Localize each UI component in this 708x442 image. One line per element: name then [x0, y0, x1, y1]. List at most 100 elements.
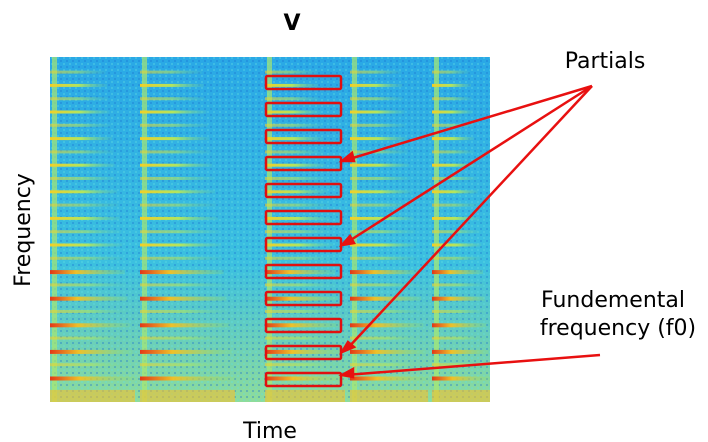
harmonic [50, 177, 116, 180]
harmonic [265, 349, 343, 354]
harmonic [140, 216, 218, 220]
harmonic [140, 190, 216, 194]
harmonic [265, 70, 318, 74]
harmonic [350, 83, 403, 87]
harmonic [140, 203, 217, 207]
harmonic [265, 270, 336, 275]
harmonic [265, 190, 329, 194]
harmonic [140, 283, 226, 287]
harmonic [140, 137, 210, 141]
harmonic [350, 163, 410, 167]
harmonic [432, 296, 485, 301]
harmonic [50, 110, 110, 114]
harmonic [140, 376, 235, 381]
harmonic [265, 163, 326, 167]
onset [52, 57, 57, 402]
partial-box [264, 74, 343, 91]
harmonic [140, 70, 203, 74]
harmonic [350, 349, 426, 354]
harmonic [350, 270, 419, 275]
harmonic [350, 190, 412, 194]
low-band [432, 390, 490, 402]
harmonic [350, 123, 406, 127]
arrow [345, 85, 593, 351]
harmonic [432, 163, 477, 167]
onset [142, 57, 147, 402]
harmonic [50, 283, 127, 287]
harmonic [140, 243, 221, 247]
harmonic [50, 256, 124, 260]
harmonic [50, 97, 109, 101]
harmonic [265, 216, 331, 220]
harmonic [265, 230, 332, 234]
harmonic [350, 336, 425, 340]
partial-box [264, 182, 343, 199]
harmonic [50, 296, 128, 301]
f0-label-line1: Fundemental [541, 288, 685, 313]
y-axis-label: Frequency [11, 173, 36, 287]
harmonic [50, 216, 120, 220]
harmonic [140, 363, 234, 367]
low-band [50, 390, 135, 402]
harmonic [50, 137, 113, 141]
harmonic [265, 97, 320, 101]
harmonic [265, 310, 339, 313]
harmonic [140, 296, 227, 301]
harmonic [265, 137, 324, 141]
harmonic [432, 83, 471, 87]
arrow-head [338, 150, 356, 163]
harmonic [50, 310, 129, 313]
harmonic [265, 296, 338, 301]
arrow [345, 353, 601, 377]
harmonic [50, 376, 135, 381]
harmonic [140, 256, 223, 260]
harmonic [432, 110, 473, 114]
harmonic [140, 110, 207, 114]
harmonic [432, 310, 486, 313]
harmonic [265, 376, 345, 381]
harmonic [140, 97, 206, 101]
harmonic [265, 123, 323, 127]
harmonic [50, 123, 111, 127]
harmonic [50, 243, 123, 247]
harmonic [350, 296, 421, 301]
low-band [350, 390, 428, 402]
partial-box [264, 290, 343, 307]
harmonic [432, 376, 490, 381]
arrow-head [338, 366, 355, 379]
title: V [283, 11, 300, 36]
harmonic [50, 83, 107, 87]
harmonic [50, 203, 119, 207]
harmonic [350, 256, 418, 260]
harmonic [432, 323, 487, 328]
harmonic [432, 190, 478, 194]
harmonic [432, 70, 470, 74]
harmonic [265, 203, 330, 207]
harmonic [350, 137, 407, 141]
harmonic [265, 110, 321, 114]
harmonic [350, 243, 417, 247]
harmonic [140, 270, 224, 275]
partial-box [264, 263, 343, 280]
f0-label-line2: frequency (f0) [540, 316, 696, 341]
harmonic [50, 349, 133, 354]
partial-box [264, 155, 343, 172]
harmonic [265, 336, 342, 340]
arrow-head [338, 340, 357, 355]
harmonic [265, 243, 333, 247]
partial-box [264, 371, 343, 388]
harmonic [432, 349, 489, 354]
harmonic [432, 97, 472, 101]
harmonic [350, 363, 427, 367]
harmonic [432, 216, 480, 220]
partials-label: Partials [565, 49, 646, 74]
harmonic [350, 150, 409, 154]
harmonic [140, 83, 204, 87]
harmonic [50, 190, 118, 194]
harmonic [265, 83, 319, 87]
harmonic [50, 323, 130, 328]
partial-box [264, 209, 343, 226]
harmonic [432, 137, 475, 141]
spectrogram [50, 57, 490, 402]
